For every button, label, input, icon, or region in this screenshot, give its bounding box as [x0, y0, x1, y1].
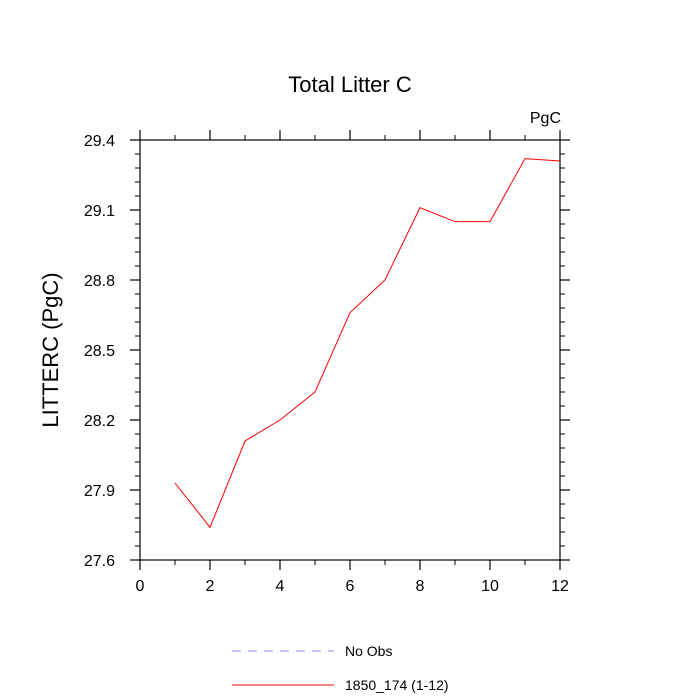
y-tick-label: 28.2 — [84, 413, 115, 430]
chart-title: Total Litter C — [288, 72, 412, 97]
x-tick-label: 12 — [551, 578, 569, 595]
legend-label: 1850_174 (1-12) — [345, 677, 449, 693]
y-tick-label: 29.4 — [84, 133, 115, 150]
x-tick-label: 6 — [346, 578, 355, 595]
legend-label: No Obs — [345, 643, 392, 659]
y-tick-label: 29.1 — [84, 203, 115, 220]
x-tick-label: 10 — [481, 578, 499, 595]
x-tick-label: 2 — [206, 578, 215, 595]
series-line — [174, 158, 561, 529]
x-tick-label: 8 — [416, 578, 425, 595]
y-tick-label: 27.9 — [84, 483, 115, 500]
y-tick-label: 28.8 — [84, 273, 115, 290]
legend: No Obs 1850_174 (1-12) — [232, 643, 449, 693]
units-label: PgC — [530, 110, 561, 127]
plot-frame — [139, 139, 561, 561]
y-tick-label: 27.6 — [84, 553, 115, 570]
y-tick-label: 28.5 — [84, 343, 115, 360]
y-axis-label: LITTERC (PgC) — [38, 272, 63, 427]
x-tick-label: 0 — [136, 578, 145, 595]
axis-ticks — [130, 130, 570, 570]
x-tick-label: 4 — [276, 578, 285, 595]
tick-labels: 0 2 4 6 8 10 12 27.6 27.9 28.2 28.5 28.8 29.1 29.4 — [84, 133, 569, 595]
series-layer — [174, 158, 561, 529]
